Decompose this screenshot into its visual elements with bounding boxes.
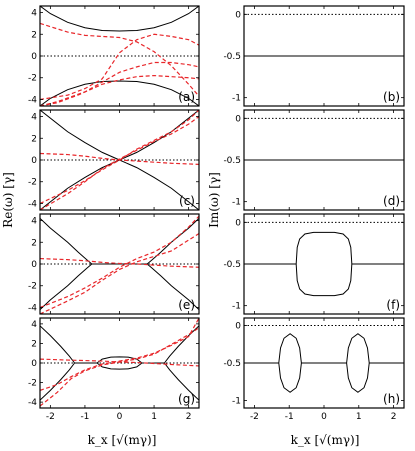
panel-label: (g) [178, 392, 195, 406]
x-tick-label: -1 [80, 412, 89, 422]
panel-label: (e) [178, 298, 195, 312]
y-tick-label: -1 [232, 397, 241, 407]
x-tick-label: 2 [391, 412, 397, 422]
dashed-curve-5 [40, 215, 199, 309]
y-tick-label: -1 [232, 198, 241, 208]
panel-label: (f) [386, 298, 400, 312]
dashed-curve-3 [40, 110, 199, 205]
panel-h: 0 -0.5 -1 -2 -1 0 1 2 (h) [223, 317, 405, 422]
y-tick-label: -0.5 [223, 260, 241, 270]
dashed-curve-7 [40, 327, 199, 407]
y-tick-label: 2 [31, 134, 37, 144]
solid-curve-0 [40, 217, 93, 265]
dashed-curve-7 [40, 257, 199, 268]
x-tick-label: -2 [250, 412, 259, 422]
axes-frame [39, 317, 200, 409]
solid-curve-3 [146, 263, 199, 311]
panel-f: 0 -0.5 -1 (f) [223, 213, 405, 315]
x-tick-label: 0 [117, 412, 123, 422]
y-tick-label: 0 [235, 114, 241, 124]
dashed-curve-4 [40, 152, 199, 165]
solid-curve-1 [40, 263, 93, 311]
y-tick-label: -2 [28, 379, 37, 389]
dashed-curve-5 [40, 74, 199, 106]
right-y-axis-label: Im(ω) [γ] [207, 172, 221, 228]
y-tick-label: 0 [31, 156, 37, 166]
left-x-axis-label: k_x [√(mγ)] [88, 433, 157, 447]
solid-curve-3 [164, 362, 199, 401]
y-tick-label: -4 [28, 398, 37, 408]
axes-frame [39, 5, 200, 107]
solid-curve-6 [96, 356, 143, 370]
x-tick-label: 1 [151, 412, 157, 422]
dashed-curve-2 [40, 22, 199, 97]
y-tick-label: 0 [31, 260, 37, 270]
x-tick-label: -2 [46, 412, 55, 422]
x-tick-label: 2 [186, 412, 192, 422]
x-tick-label: 0 [321, 412, 327, 422]
y-tick-label: -4 [28, 199, 37, 209]
x-tick-label: 1 [356, 412, 362, 422]
y-tick-label: -1 [232, 302, 241, 312]
y-tick-label: 2 [31, 30, 37, 40]
y-tick-label: 4 [31, 217, 37, 227]
left-y-axis-label: Re(ω) [γ] [1, 172, 15, 228]
solid-curve-2 [164, 325, 199, 364]
y-tick-label: 2 [31, 339, 37, 349]
y-tick-label: -4 [28, 95, 37, 105]
y-tick-label: -0.5 [223, 52, 241, 62]
y-tick-label: 4 [31, 113, 37, 123]
panel-a: -4 -2 0 2 4 (a) [28, 5, 200, 107]
y-tick-label: -2 [28, 74, 37, 84]
y-tick-label: 4 [31, 9, 37, 19]
y-tick-label: -2 [28, 178, 37, 188]
y-tick-label: -2 [28, 282, 37, 292]
y-tick-label: 4 [31, 320, 37, 330]
dashed-curve-8 [40, 318, 199, 391]
right-x-axis-label: k_x [√(mγ)] [291, 433, 360, 447]
dashed-curve-6 [40, 233, 199, 314]
y-tick-label: 2 [31, 238, 37, 248]
y-tick-label: 0 [31, 52, 37, 62]
solid-curve-3 [278, 333, 302, 393]
solid-curve-1 [40, 80, 199, 106]
dashed-curve-9 [40, 358, 199, 367]
y-tick-label: 0 [31, 359, 37, 369]
panel-e: -4 -2 0 2 4 (e) [28, 213, 200, 315]
dashed-curve-4 [40, 33, 199, 101]
solid-curve-2 [295, 231, 353, 297]
y-tick-label: -0.5 [223, 359, 241, 369]
solid-curve-2 [146, 217, 199, 265]
panel-label: (h) [383, 392, 400, 406]
panel-c: -4 -2 0 2 4 (c) [28, 109, 200, 211]
y-tick-label: -1 [232, 94, 241, 104]
panel-d: 0 -0.5 -1 (d) [223, 109, 405, 211]
solid-curve-4 [346, 333, 370, 393]
x-tick-label: -1 [285, 412, 294, 422]
panel-label: (b) [383, 90, 400, 104]
y-tick-label: 0 [235, 10, 241, 20]
solid-curve-0 [40, 325, 75, 364]
y-tick-label: 0 [235, 218, 241, 228]
dashed-curve-2 [40, 116, 199, 210]
solid-curve-1 [40, 362, 75, 401]
panel-label: (c) [179, 194, 195, 208]
y-tick-label: -4 [28, 303, 37, 313]
panel-label: (d) [383, 194, 400, 208]
panel-g: -4 -2 0 2 4 -2 -1 0 1 2 (g) [28, 317, 200, 422]
y-tick-label: 0 [235, 322, 241, 332]
panel-b: 0 -0.5 -1 (b) [223, 5, 405, 107]
panel-label: (a) [178, 90, 195, 104]
solid-curve-0 [40, 6, 199, 32]
y-tick-label: -0.5 [223, 156, 241, 166]
